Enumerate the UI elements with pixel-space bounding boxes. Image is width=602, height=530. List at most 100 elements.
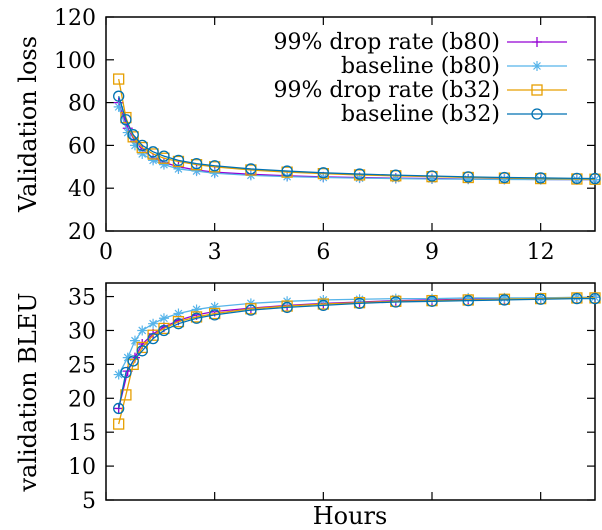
bleu-data-point-baseline-b32 (209, 309, 221, 321)
loss-y-axis-label: Validation loss (14, 36, 42, 213)
bleu-data-point-baseline-b32 (158, 324, 170, 337)
loss-data-point-baseline-b80 (148, 155, 159, 166)
bleu-data-point-baseline-b80 (590, 292, 600, 303)
bleu-data-point-baseline-b80 (113, 369, 124, 380)
loss-data-point-baseline-b32 (147, 146, 159, 158)
bleu-data-point-baseline-b80 (209, 301, 220, 312)
bleu-data-point-baseline-b80 (535, 292, 546, 303)
bleu-data-point-baseline-b32 (462, 294, 474, 307)
loss-data-point-baseline-b32 (535, 172, 547, 184)
bleu-data-point-baseline-b32 (353, 297, 366, 309)
bleu-data-point-baseline-b32 (281, 301, 293, 314)
bleu-data-point-baseline-b80 (390, 293, 401, 304)
loss-data-point-baseline-b32 (353, 168, 366, 180)
bleu-data-point-99-drop-rate-b32 (136, 341, 148, 354)
bleu-data-point-baseline-b80 (129, 335, 140, 346)
bleu-data-point-baseline-b80 (354, 294, 365, 305)
loss-data-point-baseline-b32 (571, 172, 583, 185)
loss-data-point-baseline-b80 (191, 166, 202, 177)
loss-data-point-baseline-b32 (158, 150, 170, 162)
bleu-data-point-99-drop-rate-b32 (113, 418, 125, 430)
legend-marker-baseline-b80 (532, 61, 542, 71)
loss-data-point-99-drop-rate-b32 (113, 73, 125, 85)
loss-y-tick-label: 80 (68, 92, 96, 117)
loss-data-point-baseline-b80 (137, 148, 148, 159)
loss-x-tick-label: 3 (208, 240, 222, 265)
loss-data-point-baseline-b80 (390, 173, 401, 184)
legend-marker-99-drop-rate-b80 (532, 37, 542, 47)
loss-y-tick-label: 100 (54, 49, 96, 74)
loss-data-point-baseline-b32 (281, 165, 293, 177)
bleu-data-point-baseline-b80 (191, 304, 202, 315)
loss-data-point-baseline-b32 (317, 167, 329, 179)
loss-plot-frame (105, 16, 596, 232)
loss-data-point-baseline-b32 (127, 129, 139, 141)
loss-data-point-baseline-b32 (245, 163, 257, 175)
legend-label-baseline-b32: baseline (b32) (341, 102, 500, 127)
loss-y-tick-label: 120 (54, 6, 96, 31)
x-axis-label: Hours (313, 502, 388, 530)
loss-x-tick-label: 0 (99, 240, 113, 265)
legend-label-99-drop-rate-b32: 99% drop rate (b32) (273, 78, 500, 103)
bleu-data-point-baseline-b80 (158, 313, 169, 324)
bleu-series-line-99-drop-rate-b80 (118, 296, 596, 409)
bleu-data-point-baseline-b32 (147, 332, 159, 345)
legend-label-99-drop-rate-b80: 99% drop rate (b80) (273, 30, 500, 55)
bleu-data-point-baseline-b32 (390, 296, 402, 308)
bleu-data-point-baseline-b80 (499, 292, 510, 303)
bleu-data-point-baseline-b32 (571, 292, 583, 305)
loss-series-line-baseline-b32 (118, 95, 596, 180)
loss-x-tick-label: 6 (316, 240, 330, 265)
loss-y-tick-label: 20 (68, 220, 96, 245)
bleu-y-tick-label: 20 (68, 387, 96, 412)
bleu-data-point-baseline-b32 (172, 318, 185, 330)
legend-marker-baseline-b32 (531, 108, 543, 120)
bleu-data-point-baseline-b80 (137, 325, 148, 336)
bleu-y-tick-label: 5 (82, 489, 96, 514)
loss-data-point-baseline-b32 (498, 171, 511, 184)
legend-marker-99-drop-rate-b32 (531, 84, 543, 96)
loss-data-point-baseline-b80 (129, 140, 140, 151)
loss-panel: 20 40 60 80 100 120 0 3 6 9 12 99% drop rate (b80)… (14, 6, 601, 265)
loss-data-point-baseline-b80 (535, 174, 546, 185)
loss-data-point-baseline-b32 (209, 160, 221, 172)
bleu-data-point-baseline-b32 (317, 299, 329, 312)
bleu-data-point-baseline-b80 (148, 318, 159, 329)
bleu-data-point-99-drop-rate-b32 (127, 358, 139, 371)
bleu-data-point-baseline-b80 (122, 352, 133, 363)
loss-data-point-baseline-b80 (499, 174, 510, 185)
bleu-y-tick-label: 30 (68, 319, 96, 344)
loss-data-point-baseline-b32 (172, 154, 185, 167)
loss-data-point-baseline-b32 (426, 170, 438, 182)
bleu-data-point-baseline-b80 (427, 293, 437, 304)
bleu-data-point-baseline-b32 (245, 304, 257, 316)
bleu-data-point-baseline-b32 (535, 293, 547, 305)
bleu-data-point-baseline-b32 (589, 292, 601, 305)
bleu-data-point-baseline-b32 (120, 366, 132, 379)
legend-label-baseline-b80: baseline (b80) (341, 54, 500, 79)
loss-data-point-baseline-b80 (173, 163, 184, 174)
loss-data-point-baseline-b32 (190, 157, 203, 170)
bleu-series-line-baseline-b32 (118, 297, 595, 409)
bleu-data-point-baseline-b32 (136, 345, 148, 357)
loss-data-point-baseline-b80 (158, 159, 169, 170)
loss-data-point-baseline-b80 (590, 174, 600, 185)
bleu-plot-frame (105, 282, 596, 501)
bleu-series-line-99-drop-rate-b32 (118, 297, 595, 425)
bleu-y-tick-label: 10 (68, 455, 96, 480)
bleu-y-axis-label: validation BLEU (14, 292, 42, 492)
loss-data-point-baseline-b32 (589, 172, 601, 185)
loss-data-point-baseline-b32 (462, 171, 474, 183)
bleu-data-point-baseline-b32 (426, 295, 438, 307)
loss-data-point-baseline-b32 (390, 169, 402, 181)
loss-data-point-baseline-b80 (463, 174, 474, 185)
loss-data-point-baseline-b32 (113, 90, 125, 102)
loss-data-point-baseline-b80 (209, 168, 220, 179)
bleu-data-point-baseline-b80 (173, 308, 184, 319)
loss-x-tick-label: 9 (425, 240, 439, 265)
loss-data-point-baseline-b80 (113, 101, 124, 112)
bleu-series-line-baseline-b80 (118, 296, 595, 375)
bleu-panel: 5 10 15 20 25 30 35 validation BLEU Hours (14, 282, 601, 530)
bleu-y-tick-label: 25 (68, 353, 96, 378)
